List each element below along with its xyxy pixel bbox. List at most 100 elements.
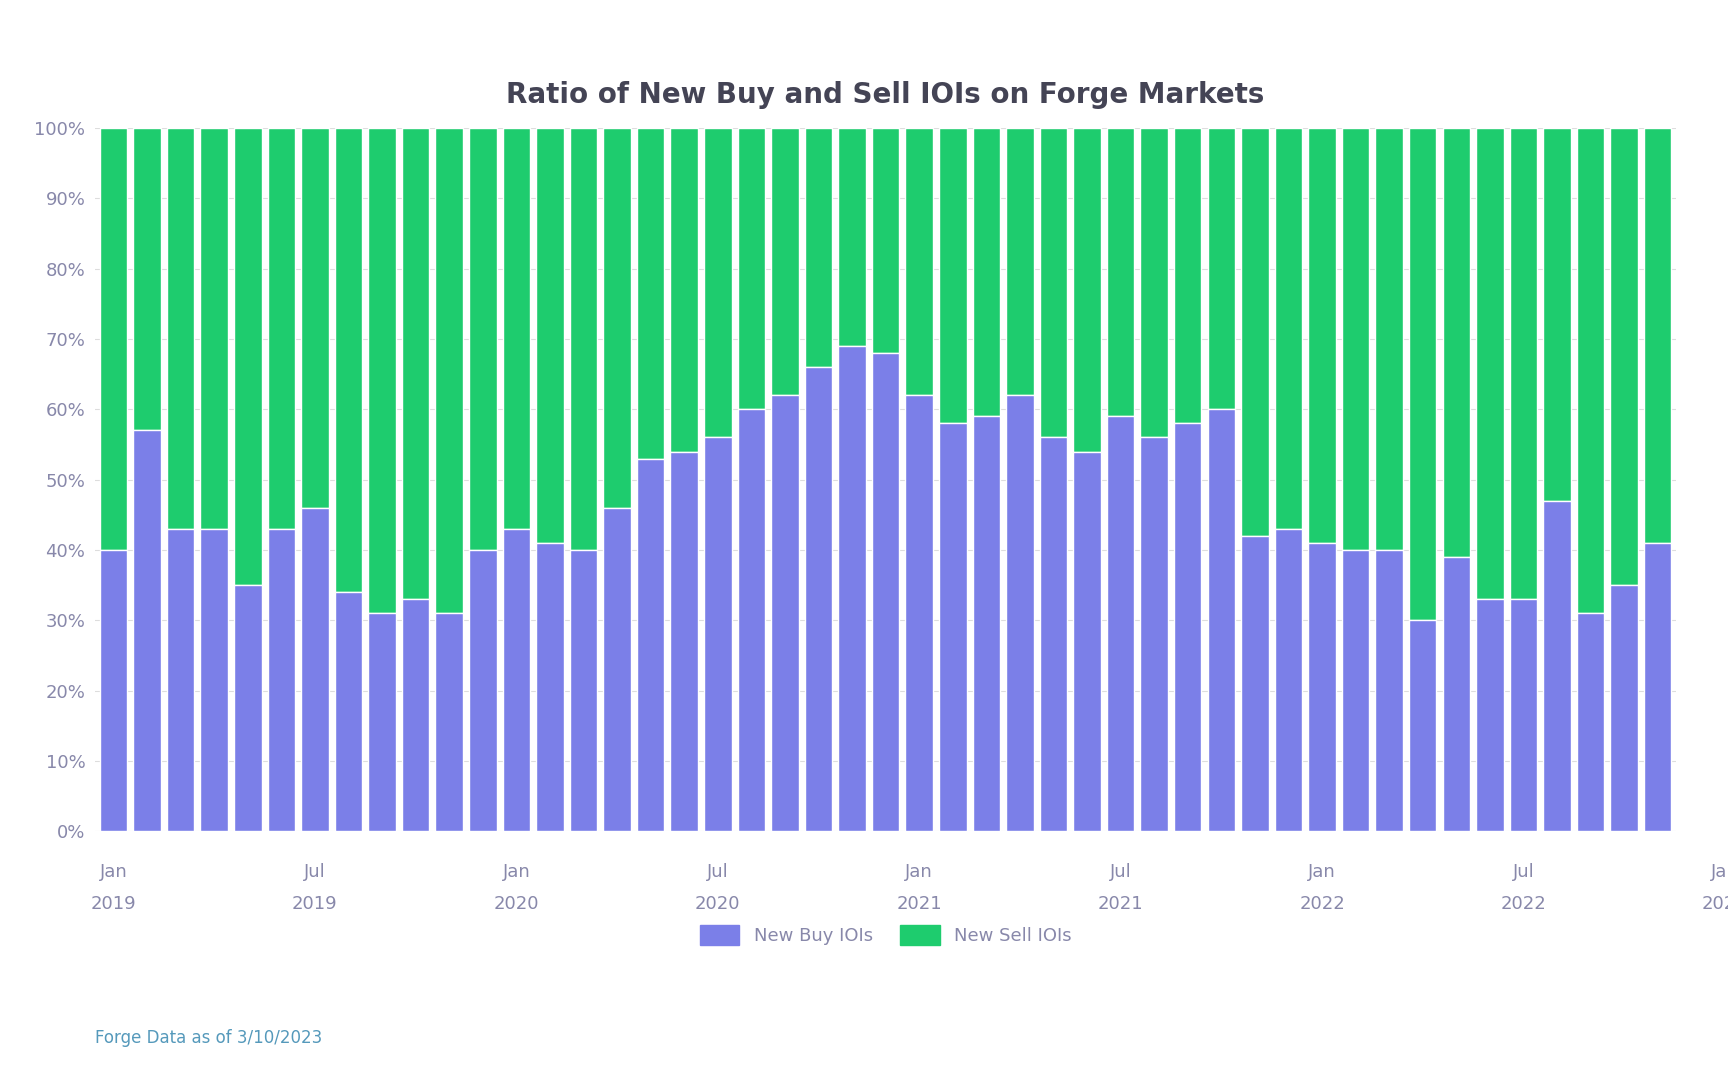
Bar (1476, 599, 1503, 831)
Bar (468, 128, 496, 550)
Bar (1610, 128, 1638, 585)
Bar (233, 128, 261, 585)
Bar (233, 585, 261, 831)
Bar (1543, 128, 1571, 501)
Bar (468, 550, 496, 831)
Bar (403, 599, 429, 831)
Bar (1073, 128, 1101, 452)
Bar (1343, 128, 1369, 550)
Text: Jul: Jul (304, 863, 327, 882)
Bar (838, 128, 866, 346)
Bar (335, 593, 363, 831)
Bar (670, 452, 698, 831)
Bar (1275, 529, 1303, 831)
Text: 2022: 2022 (1500, 894, 1547, 912)
Bar (1510, 128, 1538, 599)
Bar (1408, 128, 1436, 620)
Bar (1643, 543, 1671, 831)
Bar (703, 437, 731, 831)
Bar (368, 128, 396, 613)
Bar (1610, 585, 1638, 831)
Bar (335, 128, 363, 593)
Bar (873, 128, 899, 353)
Bar (368, 613, 396, 831)
Bar (1108, 128, 1134, 417)
Bar (1510, 599, 1538, 831)
Bar (503, 529, 530, 831)
Text: Jan: Jan (905, 863, 933, 882)
Text: 2021: 2021 (897, 894, 942, 912)
Bar (938, 128, 966, 423)
Bar (1006, 128, 1033, 395)
Bar (905, 395, 933, 831)
Bar (1643, 128, 1671, 543)
Bar (1208, 409, 1236, 831)
Bar (1275, 128, 1303, 529)
Bar (738, 128, 766, 409)
Bar (638, 128, 664, 458)
Bar (1140, 128, 1168, 437)
Text: Jan: Jan (1308, 863, 1336, 882)
Title: Ratio of New Buy and Sell IOIs on Forge Markets: Ratio of New Buy and Sell IOIs on Forge … (506, 81, 1265, 109)
Bar (1173, 128, 1201, 423)
Bar (100, 550, 128, 831)
Bar (1241, 536, 1268, 831)
Text: 2020: 2020 (494, 894, 539, 912)
Bar (1408, 620, 1436, 831)
Bar (1443, 558, 1471, 831)
Bar (603, 507, 631, 831)
Bar (570, 128, 598, 550)
Bar (570, 550, 598, 831)
Bar (805, 128, 833, 367)
Bar (1140, 437, 1168, 831)
Bar (905, 128, 933, 395)
Bar (1241, 128, 1268, 536)
Bar (536, 128, 563, 543)
Bar (100, 128, 128, 550)
Bar (670, 128, 698, 452)
Bar (603, 128, 631, 507)
Bar (873, 353, 899, 831)
Bar (403, 128, 429, 599)
Bar (1343, 550, 1369, 831)
Bar (268, 128, 295, 529)
Text: Forge Data as of 3/10/2023: Forge Data as of 3/10/2023 (95, 1029, 323, 1047)
Bar (1308, 543, 1336, 831)
Bar (301, 128, 328, 507)
Bar (805, 367, 833, 831)
Bar (133, 128, 161, 431)
Bar (771, 395, 798, 831)
Bar (168, 529, 195, 831)
Bar (1443, 128, 1471, 558)
Text: Jan: Jan (1711, 863, 1728, 882)
Text: Jul: Jul (1109, 863, 1132, 882)
Bar (200, 529, 228, 831)
Bar (1040, 437, 1068, 831)
Bar (168, 128, 195, 529)
Bar (1173, 423, 1201, 831)
Text: 2020: 2020 (695, 894, 741, 912)
Text: 2019: 2019 (90, 894, 137, 912)
Bar (938, 423, 966, 831)
Bar (638, 458, 664, 831)
Bar (1208, 128, 1236, 409)
Bar (1543, 501, 1571, 831)
Bar (1073, 452, 1101, 831)
Bar (1476, 128, 1503, 599)
Text: Jul: Jul (1512, 863, 1534, 882)
Bar (738, 409, 766, 831)
Bar (1375, 128, 1403, 550)
Bar (268, 529, 295, 831)
Bar (838, 346, 866, 831)
Bar (1040, 128, 1068, 437)
Bar (1576, 613, 1604, 831)
Bar (703, 128, 731, 437)
Bar (1308, 128, 1336, 543)
Text: 2021: 2021 (1097, 894, 1144, 912)
Bar (1108, 417, 1134, 831)
Text: 2022: 2022 (1299, 894, 1344, 912)
Bar (1576, 128, 1604, 613)
Text: Jul: Jul (707, 863, 729, 882)
Bar (435, 613, 463, 831)
Bar (133, 431, 161, 831)
